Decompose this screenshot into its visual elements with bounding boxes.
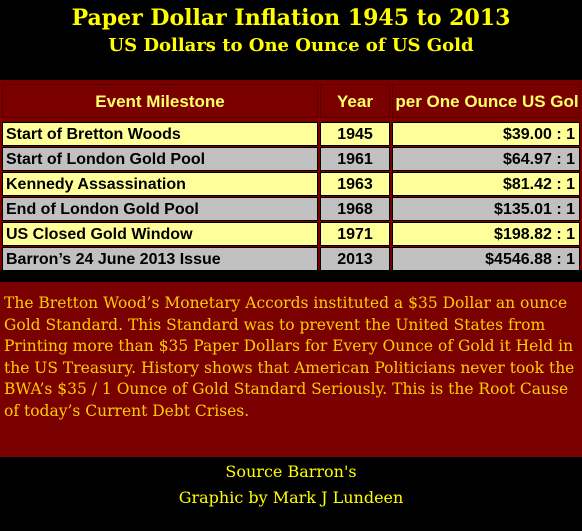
row-year: 2013 [320, 247, 390, 271]
row-event: US Closed Gold Window [2, 222, 318, 246]
header-year: Year [320, 84, 390, 118]
row-event: Barron’s 24 June 2013 Issue [2, 247, 318, 271]
row-year: 1963 [320, 172, 390, 196]
table-row: Start of Bretton Woods 1945 $39.00 : 1 [0, 122, 582, 146]
description-panel [0, 282, 582, 457]
row-event: Kennedy Assassination [2, 172, 318, 196]
row-year: 1968 [320, 197, 390, 221]
row-ratio: $4546.88 : 1 [392, 247, 580, 271]
table-row: US Closed Gold Window 1971 $198.82 : 1 [0, 222, 582, 246]
row-year: 1945 [320, 122, 390, 146]
table-row: Barron’s 24 June 2013 Issue 2013 $4546.8… [0, 247, 582, 271]
row-event: Start of Bretton Woods [2, 122, 318, 146]
row-ratio: $81.42 : 1 [392, 172, 580, 196]
header-ratio-label: Dollars per One Ounce US Gold [393, 92, 579, 111]
page-subtitle: US Dollars to One Ounce of US Gold [108, 35, 474, 56]
row-ratio: $198.82 : 1 [392, 222, 580, 246]
row-year: 1961 [320, 147, 390, 171]
table-row: End of London Gold Pool 1968 $135.01 : 1 [0, 197, 582, 221]
credit-note: Graphic by Mark J Lundeen [178, 488, 404, 507]
header-event: Event Milestone [2, 84, 318, 118]
description-text: The Bretton Wood’s Monetary Accords inst… [4, 294, 575, 420]
row-event: End of London Gold Pool [2, 197, 318, 221]
row-ratio: $135.01 : 1 [392, 197, 580, 221]
header-ratio: Dollars per One Ounce US Gold [392, 84, 580, 118]
table-header: Event Milestone Year Dollars per One Oun… [0, 84, 582, 118]
row-event: Start of London Gold Pool [2, 147, 318, 171]
table-row: Kennedy Assassination 1963 $81.42 : 1 [0, 172, 582, 196]
source-note: Source Barron's [225, 462, 357, 481]
page-title: Paper Dollar Inflation 1945 to 2013 [71, 5, 511, 31]
row-year: 1971 [320, 222, 390, 246]
row-ratio: $64.97 : 1 [392, 147, 580, 171]
table-row: Start of London Gold Pool 1961 $64.97 : … [0, 147, 582, 171]
row-ratio: $39.00 : 1 [392, 122, 580, 146]
